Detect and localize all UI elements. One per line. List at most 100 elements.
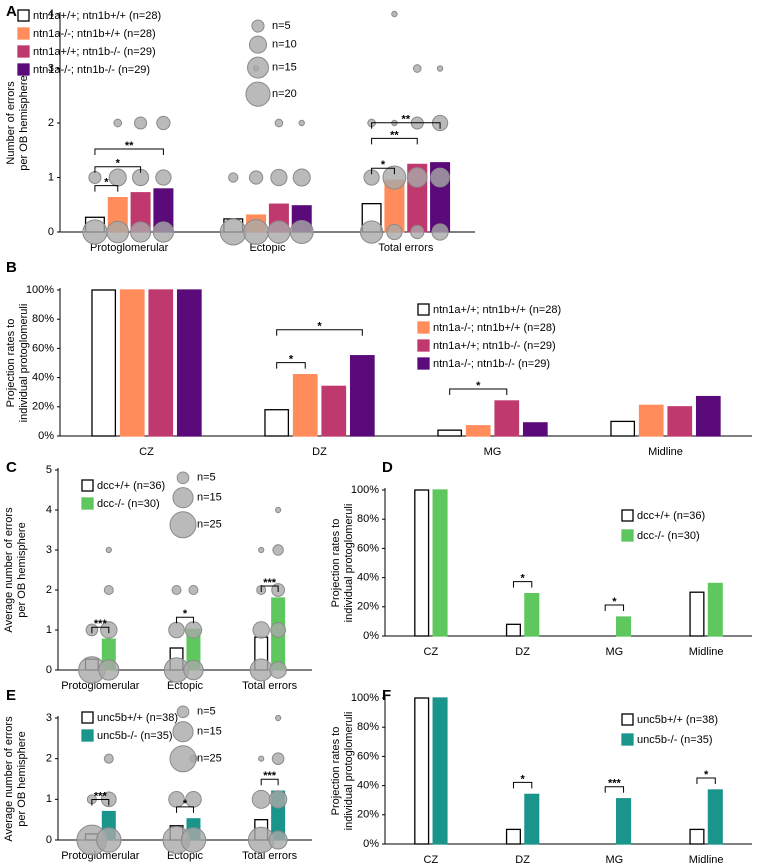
panel-letter: D xyxy=(382,459,393,476)
bubble-legend-label: n=15 xyxy=(197,492,222,504)
bubble xyxy=(270,168,288,187)
y-tick-label: 20% xyxy=(357,809,379,821)
bubble xyxy=(430,167,450,188)
y-tick-label: 40% xyxy=(357,780,379,792)
significance-label: * xyxy=(520,573,525,585)
bubble xyxy=(168,621,185,639)
y-tick-label: 5 xyxy=(46,464,52,476)
y-axis-title: individual protoglomeruli xyxy=(18,304,30,423)
bubble xyxy=(252,621,270,639)
significance-bracket xyxy=(91,799,110,806)
y-axis-title: per OB hemisphere xyxy=(18,75,30,170)
bubble-legend xyxy=(251,19,265,33)
x-tick-label: Ectopic xyxy=(167,680,204,692)
legend-swatch xyxy=(81,711,94,724)
bar xyxy=(667,406,693,437)
legend-swatch xyxy=(17,45,30,58)
bar xyxy=(414,489,430,637)
y-tick-label: 3 xyxy=(46,712,52,724)
y-tick-label: 2 xyxy=(46,584,52,596)
significance-bracket xyxy=(94,185,119,192)
significance-label: ** xyxy=(390,129,399,141)
legend-label: ntn1a-/-; ntn1b+/+ (n=28) xyxy=(433,322,556,334)
significance-bracket xyxy=(512,781,533,789)
bubble xyxy=(271,752,285,765)
legend-label: dcc+/+ (n=36) xyxy=(97,480,165,492)
bar xyxy=(707,789,723,845)
y-axis-title: per OB hemisphere xyxy=(16,522,28,617)
bubble xyxy=(183,659,204,681)
bubble-legend xyxy=(169,745,197,773)
legend-swatch xyxy=(81,479,94,492)
y-tick-label: 3 xyxy=(46,544,52,556)
y-tick-label: 80% xyxy=(32,313,54,325)
bubble xyxy=(156,115,171,131)
bar xyxy=(119,289,145,437)
y-tick-label: 60% xyxy=(357,542,379,554)
y-tick-label: 1 xyxy=(46,624,52,636)
bubble-legend xyxy=(247,56,269,79)
bubble xyxy=(152,221,175,243)
significance-bracket xyxy=(512,581,533,588)
significance-bracket xyxy=(91,626,110,634)
y-axis-title: Average number of errors xyxy=(3,716,15,842)
legend-label: dcc-/- (n=30) xyxy=(637,530,700,542)
x-tick-label: MG xyxy=(484,446,502,458)
bubble xyxy=(248,170,264,185)
x-tick-label: Ectopic xyxy=(249,242,286,254)
x-tick-label: Total errors xyxy=(242,680,298,692)
panel-letter: B xyxy=(6,259,17,276)
legend-swatch xyxy=(81,497,94,510)
bubble-legend xyxy=(169,511,197,539)
bubble xyxy=(270,622,286,638)
legend-label: ntn1a+/+; ntn1b+/+ (n=28) xyxy=(433,304,561,316)
bar xyxy=(689,591,705,637)
x-tick-label: MG xyxy=(606,854,624,866)
bubble xyxy=(251,789,271,809)
legend-label: dcc+/+ (n=36) xyxy=(637,510,705,522)
bubble xyxy=(275,714,282,722)
bar xyxy=(689,828,705,845)
bubble xyxy=(103,753,114,764)
x-tick-label: CZ xyxy=(424,854,439,866)
bubble xyxy=(289,220,314,244)
significance-label: * xyxy=(116,158,121,170)
y-tick-label: 60% xyxy=(357,750,379,762)
significance-label: *** xyxy=(94,790,108,802)
bar xyxy=(91,289,117,437)
significance-bracket xyxy=(696,777,716,784)
bubble xyxy=(267,220,291,244)
bubble xyxy=(412,64,422,73)
y-tick-label: 1 xyxy=(48,171,54,183)
bubble-legend-label: n=15 xyxy=(197,726,222,738)
bubble xyxy=(155,169,172,186)
bubble xyxy=(98,659,120,681)
y-tick-label: 100% xyxy=(26,284,54,296)
bubble xyxy=(269,661,287,679)
y-axis-title: Average number of errors xyxy=(3,507,15,633)
legend-swatch xyxy=(621,733,634,746)
bar xyxy=(414,697,430,845)
x-tick-label: Total errors xyxy=(378,242,434,254)
bubble xyxy=(106,220,130,244)
bubble xyxy=(188,584,199,596)
y-tick-label: 100% xyxy=(351,692,379,704)
legend-label: ntn1a-/-; ntn1b+/+ (n=28) xyxy=(33,28,156,40)
legend-swatch xyxy=(81,729,94,742)
legend-label: unc5b-/- (n=35) xyxy=(97,730,173,742)
legend-swatch xyxy=(17,27,30,40)
y-tick-label: 3 xyxy=(48,62,54,74)
panel-letter: C xyxy=(6,459,17,476)
bubble-legend-label: n=10 xyxy=(272,39,297,51)
x-tick-label: Midline xyxy=(648,446,683,458)
bar xyxy=(432,697,448,845)
bar xyxy=(465,425,491,437)
bubble-legend xyxy=(245,81,271,107)
bar xyxy=(505,828,521,845)
significance-bracket xyxy=(260,778,279,786)
legend-swatch xyxy=(417,321,430,334)
bar xyxy=(522,422,548,437)
y-tick-label: 40% xyxy=(357,572,379,584)
x-tick-label: Protoglomerular xyxy=(90,242,169,254)
y-tick-label: 2 xyxy=(48,117,54,129)
